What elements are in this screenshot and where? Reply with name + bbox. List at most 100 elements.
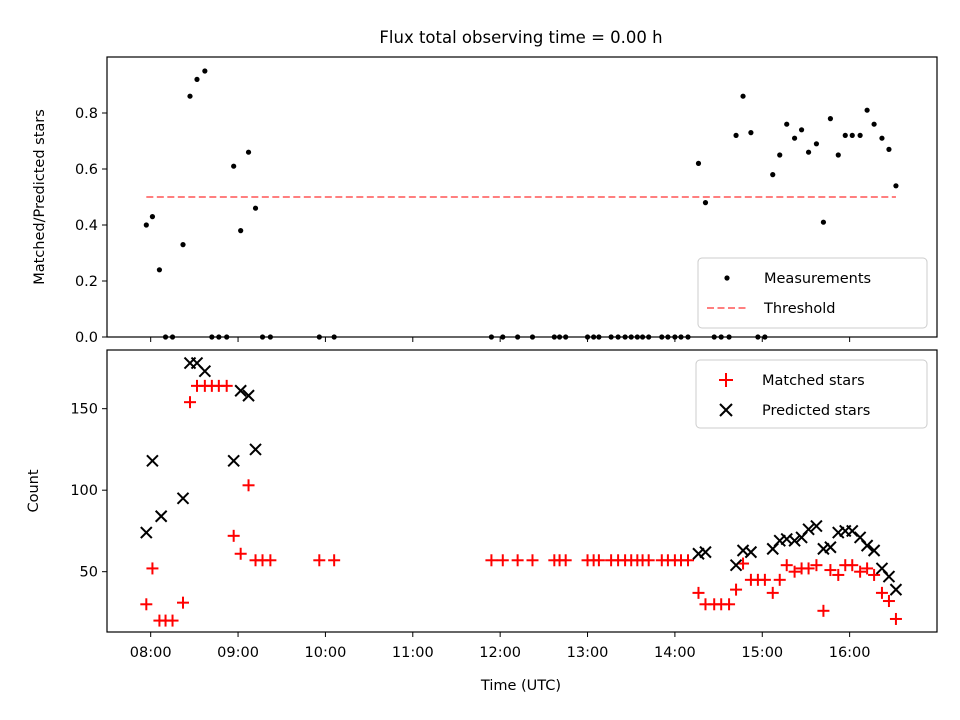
measurement-point bbox=[331, 334, 337, 340]
matched-star-point bbox=[177, 596, 190, 609]
x-tick-label: 16:00 bbox=[829, 645, 871, 661]
measurement-point bbox=[584, 334, 591, 340]
x-axis-label: Time (UTC) bbox=[480, 678, 561, 694]
matched-star-point bbox=[511, 554, 524, 567]
matched-star-point bbox=[854, 565, 867, 578]
measurement-point bbox=[879, 135, 885, 141]
matched-star-point bbox=[810, 559, 823, 572]
matched-star-point bbox=[184, 396, 196, 409]
measurement-point bbox=[748, 130, 754, 136]
legend-matched-label: Matched stars bbox=[762, 373, 865, 389]
measurement-point bbox=[216, 334, 222, 340]
measurement-point bbox=[813, 141, 820, 147]
ratio-panel: 0.00.20.40.60.8 Matched/Predicted stars … bbox=[32, 56, 938, 346]
measurement-point bbox=[529, 334, 536, 340]
matched-star-point bbox=[846, 559, 859, 572]
measurement-point bbox=[871, 121, 877, 127]
predicted-star-point bbox=[198, 364, 212, 378]
measurement-point bbox=[726, 334, 732, 340]
measurement-point bbox=[267, 334, 273, 340]
ratio-y-axis-label: Matched/Predicted stars bbox=[32, 109, 48, 285]
matched-star-point bbox=[526, 554, 539, 567]
measurement-point bbox=[615, 334, 621, 340]
count-plot-frame bbox=[106, 349, 938, 633]
measurement-point bbox=[659, 334, 665, 340]
matched-star-point bbox=[242, 479, 255, 492]
predicted-star-point bbox=[176, 492, 190, 505]
legend-measurements-label: Measurements bbox=[764, 271, 871, 287]
ratio-y-tick-label: 0.6 bbox=[75, 162, 98, 178]
predicted-star-point bbox=[729, 558, 743, 572]
matched-star-point bbox=[227, 529, 240, 542]
predicted-star-point bbox=[154, 510, 168, 523]
measurement-point bbox=[622, 334, 628, 340]
measurement-point bbox=[608, 334, 614, 340]
matched-star-point bbox=[817, 604, 830, 617]
measurement-point bbox=[628, 334, 634, 340]
measurement-point bbox=[646, 334, 652, 340]
matched-star-point bbox=[682, 554, 694, 567]
x-tick-label: 09:00 bbox=[217, 645, 259, 661]
measurement-point bbox=[893, 183, 899, 189]
measurement-point bbox=[784, 121, 790, 127]
measurement-point bbox=[187, 93, 193, 99]
x-tick-label: 08:00 bbox=[130, 645, 172, 661]
measurement-point bbox=[596, 334, 602, 340]
ratio-y-tick-label: 0.4 bbox=[75, 218, 98, 234]
count-y-tick-label: 50 bbox=[80, 565, 98, 581]
x-tick-label: 15:00 bbox=[741, 645, 783, 661]
measurement-point bbox=[770, 172, 776, 178]
matched-star-point bbox=[868, 568, 881, 581]
matched-star-point bbox=[730, 583, 743, 596]
count-panel: 50 100 150 08:00 09:00 10:00 11:00 12:00 13:00 1… bbox=[26, 349, 938, 694]
predicted-star-point bbox=[744, 545, 758, 559]
matched-star-point bbox=[802, 562, 815, 575]
measurement-point bbox=[711, 334, 717, 340]
predicted-star-point bbox=[860, 539, 874, 552]
matched-star-point bbox=[559, 554, 572, 567]
measurement-point bbox=[849, 132, 855, 138]
matched-star-point bbox=[723, 598, 736, 611]
predicted-star-point bbox=[810, 519, 823, 533]
count-marks bbox=[140, 356, 903, 627]
ratio-y-tick-label: 0.2 bbox=[75, 274, 98, 290]
measurement-point bbox=[252, 205, 259, 211]
measurement-point bbox=[316, 334, 322, 340]
x-tick-label: 12:00 bbox=[479, 645, 521, 661]
matched-star-point bbox=[882, 595, 895, 608]
measurement-point bbox=[259, 334, 266, 340]
legend-threshold-label: Threshold bbox=[763, 301, 835, 317]
predicted-star-point bbox=[882, 570, 896, 583]
measurement-point bbox=[162, 334, 169, 340]
matched-star-point bbox=[328, 554, 341, 567]
predicted-star-point bbox=[242, 389, 255, 402]
measurement-point bbox=[515, 334, 521, 340]
measurement-point bbox=[500, 334, 506, 340]
count-legend: Matched stars Predicted stars bbox=[695, 359, 928, 429]
measurement-point bbox=[634, 334, 640, 340]
measurement-point bbox=[143, 222, 149, 228]
predicted-star-point bbox=[234, 384, 247, 397]
matched-star-point bbox=[758, 573, 771, 586]
predicted-star-point bbox=[867, 544, 881, 557]
legend-matched-marker bbox=[719, 373, 733, 387]
count-y-axis-label: Count bbox=[26, 469, 42, 512]
measurement-point bbox=[672, 334, 678, 340]
legend-predicted-label: Predicted stars bbox=[762, 403, 870, 419]
measurement-point bbox=[718, 334, 724, 340]
measurement-point bbox=[149, 214, 156, 220]
count-y-tick-label: 100 bbox=[70, 483, 98, 499]
count-x-axis: 08:00 09:00 10:00 11:00 12:00 13:00 14:00 15:00… bbox=[130, 632, 871, 661]
predicted-star-point bbox=[227, 454, 240, 468]
matched-star-point bbox=[773, 573, 786, 586]
measurement-point bbox=[777, 152, 783, 158]
x-tick-label: 13:00 bbox=[567, 645, 609, 661]
measurement-point bbox=[169, 334, 176, 340]
measurement-point bbox=[791, 135, 798, 141]
measurement-point bbox=[678, 334, 684, 340]
count-y-tick-label: 150 bbox=[70, 402, 98, 418]
matched-star-point bbox=[875, 586, 888, 599]
chart-title: Flux total observing time = 0.00 h bbox=[379, 28, 662, 47]
measurement-point bbox=[238, 228, 244, 234]
